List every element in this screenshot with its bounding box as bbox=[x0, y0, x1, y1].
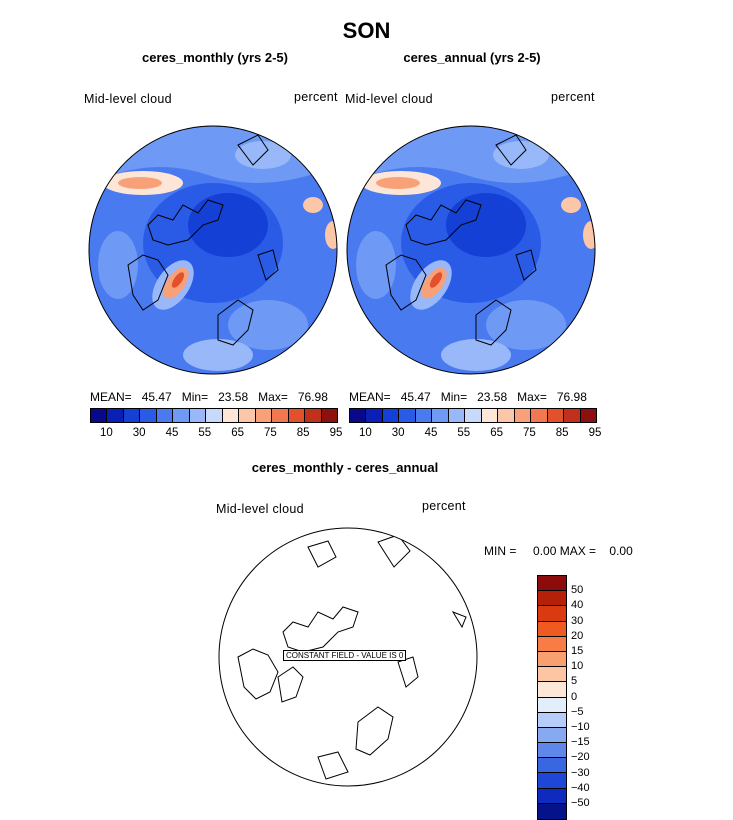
field-label-monthly: Mid-level cloud bbox=[84, 92, 172, 106]
colorbar-swatch bbox=[538, 803, 566, 819]
colorbar-swatch bbox=[366, 409, 383, 422]
colorbar-tick-label: 30 bbox=[132, 427, 146, 439]
units-label-annual: percent bbox=[551, 90, 595, 104]
colorbar-swatch bbox=[448, 409, 466, 422]
colorbar-swatch bbox=[538, 743, 566, 759]
colorbar-swatch bbox=[222, 409, 240, 422]
colorbar-tick-label: 85 bbox=[296, 427, 310, 439]
field-label-difference: Mid-level cloud bbox=[216, 502, 304, 516]
colorbar-swatch bbox=[498, 409, 515, 422]
colorbar-swatch bbox=[538, 576, 566, 592]
polar-map-annual bbox=[346, 125, 596, 375]
colorbar-tick-label: 10 bbox=[358, 427, 372, 439]
colorbar-swatch bbox=[538, 651, 566, 668]
colorbar-tick-label: 30 bbox=[571, 614, 584, 627]
colorbar-monthly bbox=[90, 408, 338, 423]
colorbar-swatch bbox=[580, 409, 597, 422]
colorbar-tick-label: 50 bbox=[571, 584, 584, 597]
stats-annual: MEAN= 45.47 Min= 23.58 Max= 76.98 bbox=[349, 390, 587, 404]
colorbar-swatch bbox=[514, 409, 532, 422]
colorbar-swatch bbox=[91, 409, 108, 422]
colorbar-swatch bbox=[239, 409, 256, 422]
units-label-monthly: percent bbox=[294, 90, 338, 104]
colorbar-swatch bbox=[538, 591, 566, 607]
colorbar-tick-label: 0 bbox=[571, 690, 578, 703]
colorbar-tick-label: 45 bbox=[424, 427, 438, 439]
colorbar-tick-label: −15 bbox=[571, 736, 590, 749]
colorbar-swatch bbox=[206, 409, 223, 422]
colorbar-swatch bbox=[432, 409, 449, 422]
colorbar-tick-label: 75 bbox=[263, 427, 277, 439]
colorbar-ticks-annual: 10 30 45 55 65 75 85 95 bbox=[349, 427, 601, 441]
colorbar-tick-label: −50 bbox=[571, 797, 590, 809]
colorbar-swatch bbox=[288, 409, 306, 422]
colorbar-swatch bbox=[415, 409, 433, 422]
colorbar-difference bbox=[537, 575, 567, 820]
colorbar-swatch bbox=[538, 621, 566, 637]
polar-map-monthly bbox=[88, 125, 338, 375]
colorbar-tick-label: 55 bbox=[198, 427, 212, 439]
panel-title-difference: ceres_monthly - ceres_annual bbox=[251, 460, 439, 475]
units-label-difference: percent bbox=[422, 499, 466, 513]
colorbar-swatch bbox=[538, 606, 566, 622]
colorbar-swatch bbox=[123, 409, 141, 422]
colorbar-annual bbox=[349, 408, 597, 423]
colorbar-tick-label: 95 bbox=[329, 427, 343, 439]
colorbar-swatch bbox=[255, 409, 273, 422]
colorbar-swatch bbox=[538, 727, 566, 744]
colorbar-swatch bbox=[538, 697, 566, 713]
colorbar-swatch bbox=[189, 409, 207, 422]
stats-difference: MIN = 0.00 MAX = 0.00 bbox=[484, 544, 633, 558]
colorbar-swatch bbox=[382, 409, 400, 422]
colorbar-tick-label: 65 bbox=[490, 427, 503, 439]
colorbar-swatch bbox=[538, 667, 566, 683]
colorbar-swatch bbox=[538, 712, 566, 728]
colorbar-tick-label: 5 bbox=[571, 675, 578, 688]
colorbar-swatch bbox=[538, 636, 566, 652]
colorbar-swatch bbox=[305, 409, 322, 422]
colorbar-swatch bbox=[538, 773, 566, 789]
colorbar-swatch bbox=[321, 409, 338, 422]
colorbar-swatch bbox=[399, 409, 416, 422]
colorbar-tick-label: −10 bbox=[571, 721, 590, 733]
colorbar-swatch bbox=[173, 409, 190, 422]
colorbar-tick-label: 20 bbox=[571, 629, 584, 642]
colorbar-tick-label: 65 bbox=[231, 427, 244, 439]
colorbar-tick-label: 95 bbox=[588, 427, 602, 439]
polar-map-difference bbox=[218, 527, 478, 787]
colorbar-swatch bbox=[538, 682, 566, 698]
colorbar-swatch bbox=[538, 788, 566, 804]
colorbar-swatch bbox=[156, 409, 174, 422]
colorbar-swatch bbox=[481, 409, 499, 422]
panel-title-annual: ceres_annual (yrs 2-5) bbox=[403, 50, 541, 65]
colorbar-tick-label: 40 bbox=[571, 599, 584, 612]
colorbar-swatch bbox=[547, 409, 565, 422]
stats-monthly: MEAN= 45.47 Min= 23.58 Max= 76.98 bbox=[90, 390, 328, 404]
colorbar-tick-label: 85 bbox=[555, 427, 569, 439]
colorbar-swatch bbox=[564, 409, 581, 422]
colorbar-swatch bbox=[465, 409, 482, 422]
colorbar-swatch bbox=[531, 409, 548, 422]
colorbar-ticks-difference: 50 40 30 20 15 10 5 0 −5 −10 −15 −20 −30 −40 −50 bbox=[571, 575, 611, 820]
colorbar-tick-label: 45 bbox=[165, 427, 179, 439]
colorbar-ticks-monthly: 10 30 45 55 65 75 85 95 bbox=[90, 427, 342, 441]
colorbar-swatch bbox=[140, 409, 157, 422]
panel-title-monthly: ceres_monthly (yrs 2-5) bbox=[142, 50, 288, 65]
page-title: SON bbox=[342, 18, 391, 43]
colorbar-tick-label: 10 bbox=[571, 660, 584, 673]
colorbar-tick-label: 55 bbox=[457, 427, 471, 439]
colorbar-tick-label: −30 bbox=[571, 766, 590, 779]
colorbar-swatch bbox=[350, 409, 367, 422]
colorbar-swatch bbox=[272, 409, 289, 422]
colorbar-tick-label: 10 bbox=[99, 427, 113, 439]
constant-field-label: CONSTANT FIELD - VALUE IS 0 bbox=[283, 650, 407, 661]
colorbar-tick-label: 30 bbox=[391, 427, 405, 439]
colorbar-tick-label: 15 bbox=[571, 645, 584, 657]
colorbar-tick-label: 75 bbox=[522, 427, 536, 439]
colorbar-swatch bbox=[107, 409, 124, 422]
field-label-annual: Mid-level cloud bbox=[345, 92, 433, 106]
colorbar-tick-label: −20 bbox=[571, 751, 590, 764]
colorbar-swatch bbox=[538, 758, 566, 774]
colorbar-tick-label: −5 bbox=[571, 705, 584, 718]
